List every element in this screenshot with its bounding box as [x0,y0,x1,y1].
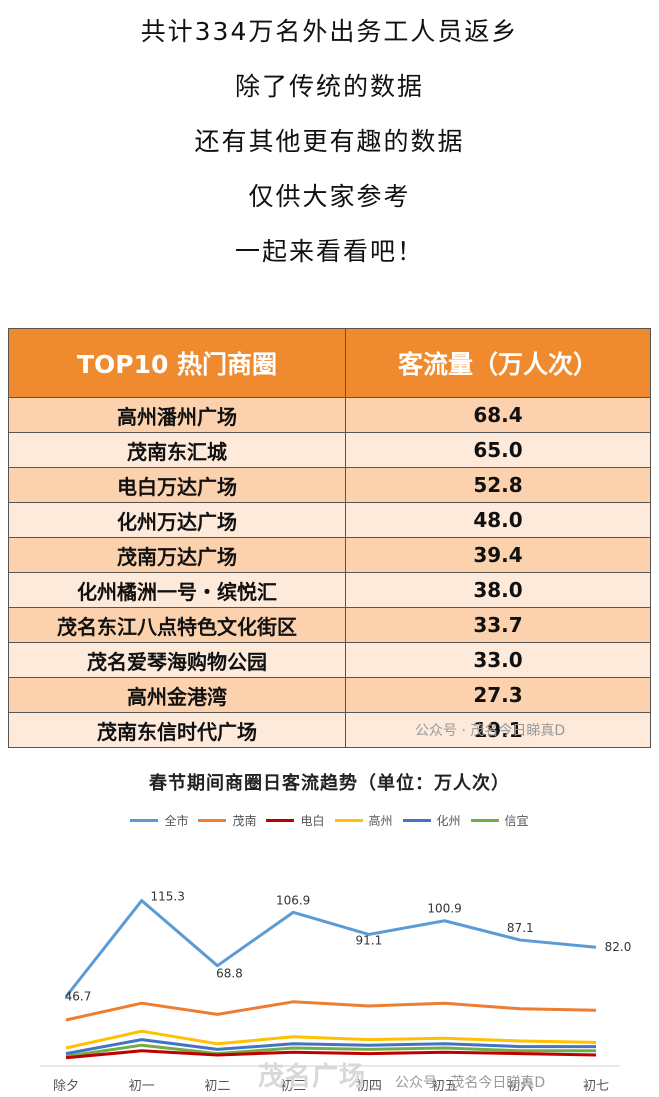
table-row: 茂南万达广场 39.4 [8,537,651,573]
legend-label: 化州 [436,814,461,828]
x-tick-label: 初一 [129,1079,155,1094]
legend-item: 电白 [266,812,325,829]
x-tick-label: 初五 [432,1079,458,1094]
line-chart: 46.7 115.3 68.8 106.9 91.1 100.9 87.1 82.0 除夕 初一 初… [40,890,632,1094]
table-cell-value: 65.0 [345,432,651,468]
table-row: 茂名东江八点特色文化街区 33.7 [8,607,651,643]
series-line-化州 [65,1038,596,1056]
data-label: 82.0 [605,940,632,954]
series-line-电白 [65,1049,597,1060]
legend-item: 全市 [130,812,188,829]
table-row: 化州万达广场 48.0 [8,502,651,538]
table-cell-name: 茂南东汇城 [8,432,346,468]
series-line-高州 [65,1029,597,1050]
series-line-信宜 [65,1043,596,1058]
data-label: 100.9 [427,902,461,916]
table-header-row: TOP10 热门商圈 客流量（万人次） [8,328,651,398]
legend-item: 信宜 [470,812,529,829]
series-line-茂南 [65,1000,597,1022]
x-tick-label: 除夕 [53,1079,79,1094]
legend-item: 化州 [402,812,461,829]
table-row: 高州金港湾 27.3 [8,677,651,713]
intro-line: 还有其他更有趣的数据 [194,127,465,156]
table-cell-value: 39.4 [345,537,651,573]
legend-swatch [402,819,431,822]
table-cell-value: 48.0 [345,502,651,538]
legend-swatch [334,819,363,822]
x-tick-label: 初二 [204,1079,230,1094]
legend-swatch [198,819,227,822]
watermark-text: 公众号 · 茂名今日睇真D [415,723,566,739]
table-cell-value: 38.0 [345,572,651,608]
table-cell-name: 高州潘州广场 [8,397,346,433]
table-cell-value: 52.8 [345,467,651,503]
legend-label: 电白 [300,814,325,828]
intro-line: 一起来看看吧！ [234,237,424,266]
legend-item: 高州 [334,812,393,829]
legend-swatch [266,819,295,822]
chart-legend: 全市 茂南 电白 高州 化州 信宜 [0,812,659,829]
legend-item: 茂南 [198,812,256,829]
x-tick-label: 初三 [280,1079,306,1094]
table-cell-name: 化州橘洲一号・缤悦汇 [8,572,346,608]
chart-title: 春节期间商圈日客流趋势（单位：万人次） [149,773,510,794]
intro-line: 共计334万名外出务工人员返乡 [140,17,519,46]
data-label: 68.8 [216,967,243,981]
data-label: 106.9 [276,893,310,907]
table-header-traffic: 客流量（万人次） [345,328,651,398]
legend-label: 全市 [164,814,189,828]
data-label: 87.1 [507,921,534,935]
top10-table: TOP10 热门商圈 客流量（万人次） 高州潘州广场 68.4 茂南东汇城 65… [8,328,651,748]
watermark-text: 公众号 · 茂名今日睇真D [395,1075,546,1091]
x-tick-label: 初四 [356,1079,382,1094]
table-row: 高州潘州广场 68.4 [8,397,651,433]
intro-line: 仅供大家参考 [248,182,411,211]
table-cell-value: 27.3 [345,677,651,713]
intro-line: 除了传统的数据 [234,72,424,101]
data-label: 46.7 [65,990,92,1004]
legend-swatch [470,819,499,822]
table-cell-value: 33.7 [345,607,651,643]
table-cell-name: 茂名东江八点特色文化街区 [8,607,346,643]
x-tick-label: 初六 [507,1079,533,1094]
table-row: 茂南东汇城 65.0 [8,432,651,468]
table-row: 化州橘洲一号・缤悦汇 38.0 [8,572,651,608]
table-row: 电白万达广场 52.8 [8,467,651,503]
table-cell-name: 茂南东信时代广场 [8,712,346,748]
table-row: 茂南东信时代广场 19.1 [8,712,651,748]
table-cell-name: 电白万达广场 [8,467,346,503]
table-cell-value: 68.4 [345,397,651,433]
x-tick-label: 初七 [583,1079,609,1094]
table-cell-name: 高州金港湾 [8,677,346,713]
site-watermark: 茂名广场 [258,1062,367,1092]
table-cell-value: 19.1 [345,712,651,748]
legend-label: 高州 [368,814,393,828]
legend-label: 信宜 [504,814,529,828]
legend-label: 茂南 [232,814,257,828]
data-label: 115.3 [151,890,185,904]
table-header-district: TOP10 热门商圈 [8,328,346,398]
table-cell-name: 茂南万达广场 [8,537,346,573]
legend-swatch [130,819,159,822]
table-cell-value: 33.0 [345,642,651,678]
series-line-全市 [64,899,597,998]
table-cell-name: 化州万达广场 [8,502,346,538]
table-cell-name: 茂名爱琴海购物公园 [8,642,346,678]
table-row: 茂名爱琴海购物公园 33.0 [8,642,651,678]
data-label: 91.1 [355,933,382,947]
